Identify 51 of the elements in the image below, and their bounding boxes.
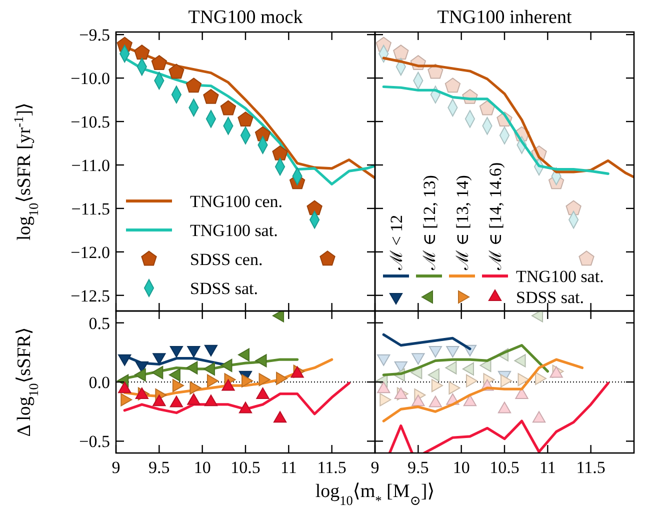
legend-label: TNG100 cen.	[190, 192, 283, 211]
point	[168, 64, 184, 79]
point	[479, 100, 496, 116]
chart-title: TNG100 inherent	[437, 7, 572, 28]
annotation: SDSS sat.	[516, 288, 584, 307]
point	[578, 250, 594, 266]
point	[220, 100, 236, 116]
point	[134, 44, 150, 60]
y-tick-label: 0.0	[88, 373, 110, 392]
x-tick-label: 10	[452, 458, 470, 477]
y-tick-label: −9.5	[79, 26, 110, 45]
annotation: ℳ ∈ [12, 13)	[420, 175, 439, 271]
annotation: ℳ ∈ [13, 14)	[453, 175, 472, 271]
y-tick-label: −0.5	[79, 432, 110, 452]
x-tick-label: 10.5	[230, 458, 260, 477]
y-tick-label: −10.0	[70, 69, 110, 88]
line-series	[123, 382, 350, 416]
annotation: TNG100 sat.	[516, 267, 604, 286]
y-tick-label: −11.5	[71, 199, 110, 218]
annotation: ℳ < 12	[387, 214, 406, 271]
legend-label: TNG100 sat.	[190, 221, 278, 240]
x-tick-label: 10	[194, 458, 211, 477]
x-tick-label: 9	[112, 458, 120, 477]
x-axis-title: log$_{10}$⟨m$_{*}$ [M$_{⊙}$]⟩	[315, 481, 435, 507]
y-tick-label: −10.5	[70, 112, 110, 132]
x-tick-label: 10.5	[490, 458, 520, 477]
point	[566, 200, 582, 216]
point	[393, 44, 409, 60]
chart-title: TNG100 mock	[188, 7, 304, 28]
point	[186, 78, 202, 93]
legend-label: SDSS sat.	[190, 279, 258, 298]
y-tick-label: 0.5	[88, 314, 110, 333]
y-tick-label: −12.0	[70, 242, 110, 262]
x-tick-label: 11.5	[576, 458, 606, 477]
x-tick-label: 9	[370, 458, 380, 477]
y-tick-label: −11.0	[71, 156, 110, 175]
legend-label: SDSS cen.	[190, 250, 263, 269]
y-tick-label: −12.5	[70, 286, 110, 306]
x-tick-label: 11	[280, 458, 297, 477]
point	[320, 250, 336, 266]
x-tick-label: 11.5	[317, 458, 346, 477]
point	[238, 112, 254, 127]
point	[444, 78, 461, 93]
point	[272, 145, 288, 160]
annotation: ℳ ∈ [14, 14.6)	[486, 162, 505, 271]
point	[151, 55, 167, 70]
point	[203, 88, 219, 104]
x-tick-label: 9.5	[408, 458, 429, 477]
x-tick-label: 9.5	[148, 458, 170, 477]
x-tick-label: 11	[539, 458, 556, 477]
point	[306, 200, 322, 216]
